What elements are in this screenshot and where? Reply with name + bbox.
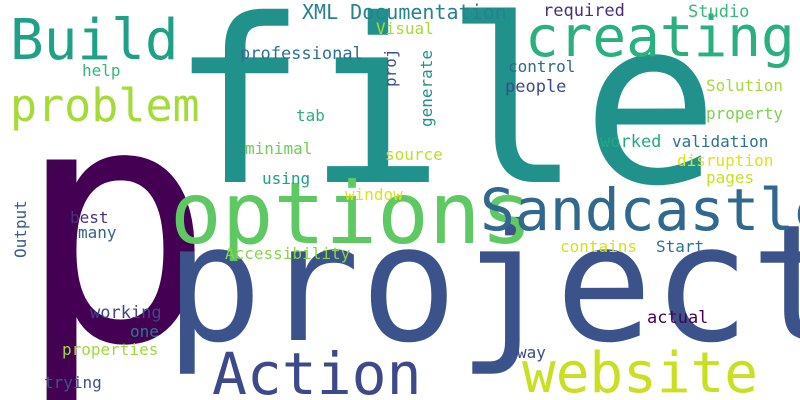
word: professional xyxy=(240,44,363,64)
word: trying xyxy=(44,373,102,392)
word: one xyxy=(130,322,159,341)
word: Solution xyxy=(706,76,783,95)
word: required xyxy=(543,1,625,21)
word: Accessibility xyxy=(225,244,351,263)
word: validation xyxy=(672,132,768,151)
word: help xyxy=(82,61,121,80)
word: best xyxy=(70,208,109,227)
word: tab xyxy=(296,106,325,125)
word: working xyxy=(90,303,162,323)
word: many xyxy=(78,223,117,242)
word: problem xyxy=(10,79,200,132)
word: Visual xyxy=(376,19,434,38)
word: Output xyxy=(11,200,30,258)
word: way xyxy=(517,343,546,362)
word: source xyxy=(385,145,443,164)
word: disruption xyxy=(677,151,773,170)
word: generate xyxy=(417,50,436,127)
word: Action xyxy=(212,340,422,400)
word: worked xyxy=(600,132,661,152)
word: using xyxy=(262,169,310,188)
word: Sandcastle xyxy=(480,176,800,244)
word: minimal xyxy=(245,139,312,158)
word: file xyxy=(170,0,719,236)
word: XML Documentation xyxy=(302,0,507,24)
word: p xyxy=(16,34,215,400)
word: people xyxy=(505,77,566,97)
word: pages xyxy=(706,168,754,187)
word: website xyxy=(522,341,758,400)
word: control xyxy=(508,57,575,76)
word: creating xyxy=(525,5,795,70)
word: Start xyxy=(656,237,704,256)
word: project xyxy=(165,191,800,379)
word: options xyxy=(170,164,532,264)
word: proj xyxy=(381,48,400,87)
word: actual xyxy=(647,308,708,328)
word: Studio xyxy=(688,2,749,22)
word: contains xyxy=(560,237,637,256)
word: Build xyxy=(10,8,179,73)
word: properties xyxy=(62,340,158,359)
word: property xyxy=(706,104,783,123)
word: window xyxy=(345,185,403,204)
